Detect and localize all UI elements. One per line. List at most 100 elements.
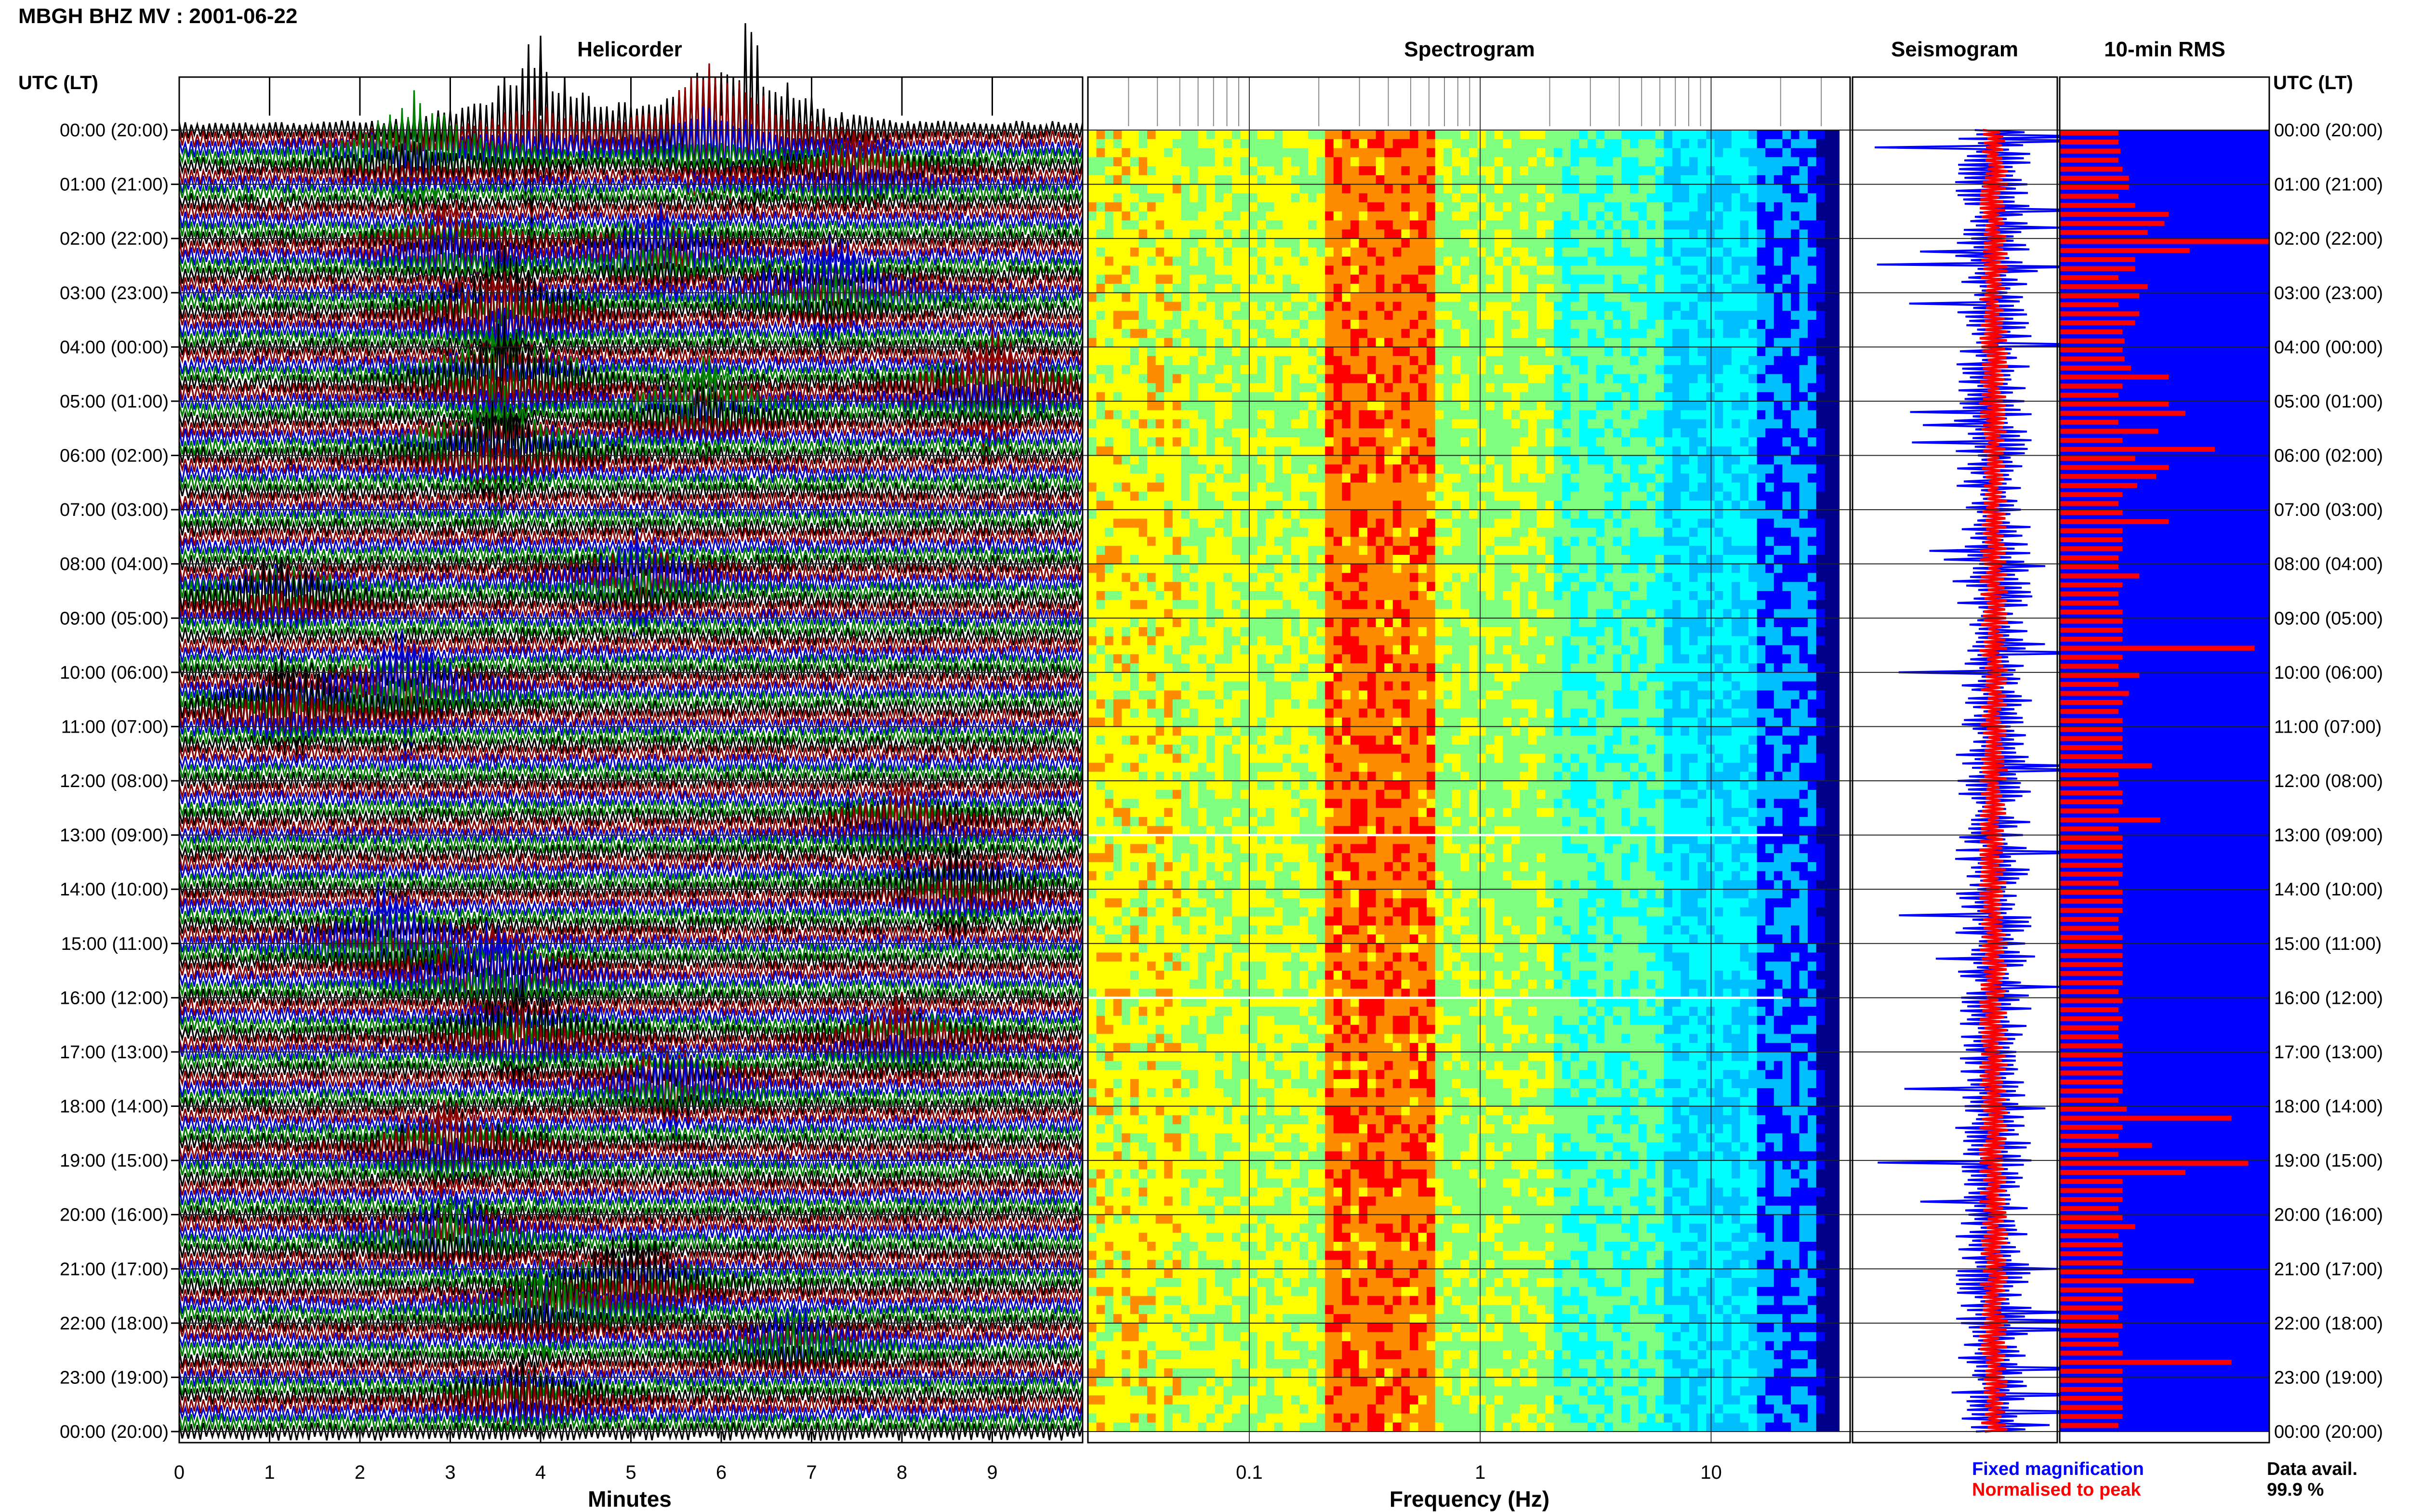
spectrogram-cell bbox=[1130, 256, 1139, 266]
spectrogram-cell bbox=[1088, 374, 1097, 384]
spectrogram-cell bbox=[1511, 292, 1521, 302]
spectrogram-cell bbox=[1291, 482, 1300, 492]
spectrogram-cell bbox=[1774, 193, 1783, 203]
spectrogram-cell bbox=[1452, 482, 1461, 492]
spectrogram-cell bbox=[1299, 428, 1309, 438]
spectrogram-cell bbox=[1113, 247, 1123, 257]
spectrogram-cell bbox=[1367, 292, 1377, 302]
spectrogram-cell bbox=[1638, 473, 1647, 483]
spectrogram-cell bbox=[1172, 311, 1182, 320]
spectrogram-cell bbox=[1588, 419, 1597, 429]
spectrogram-cell bbox=[1588, 500, 1597, 510]
spectrogram-cell bbox=[1155, 211, 1165, 221]
spectrogram-cell bbox=[1172, 482, 1182, 492]
spectrogram-cell bbox=[1249, 247, 1258, 257]
spectrogram-cell bbox=[1588, 184, 1597, 194]
spectrogram-cell bbox=[1291, 211, 1300, 221]
spectrogram-cell bbox=[1316, 609, 1325, 619]
spectrogram-cell bbox=[1257, 582, 1266, 592]
spectrogram-cell bbox=[1418, 428, 1427, 438]
spectrogram-cell bbox=[1359, 320, 1368, 329]
spectrogram-cell bbox=[1410, 356, 1419, 366]
spectrogram-cell bbox=[1342, 464, 1351, 474]
spectrogram-cell bbox=[1105, 428, 1114, 438]
spectrogram-cell bbox=[1536, 428, 1546, 438]
spectrogram-cell bbox=[1460, 482, 1469, 492]
spectrogram-cell bbox=[1630, 582, 1639, 592]
spectrogram-cell bbox=[1816, 220, 1826, 230]
spectrogram-cell bbox=[1308, 491, 1317, 501]
spectrogram-cell bbox=[1765, 202, 1774, 212]
spectrogram-cell bbox=[1392, 220, 1402, 230]
spectrogram-cell bbox=[1223, 202, 1232, 212]
spectrogram-cell bbox=[1689, 130, 1698, 140]
spectrogram-cell bbox=[1799, 184, 1808, 194]
spectrogram-cell bbox=[1198, 139, 1207, 149]
spectrogram-cell bbox=[1113, 527, 1123, 538]
spectrogram-cell bbox=[1697, 329, 1707, 339]
spectrogram-cell bbox=[1215, 275, 1224, 284]
spectrogram-cell bbox=[1088, 491, 1097, 501]
spectrogram-cell bbox=[1215, 437, 1224, 447]
spectrogram-cell bbox=[1748, 491, 1758, 501]
spectrogram-cell bbox=[1147, 600, 1156, 610]
spectrogram-cell bbox=[1350, 419, 1360, 429]
spectrogram-cell bbox=[1240, 564, 1249, 574]
spectrogram-cell bbox=[1181, 600, 1190, 610]
spectrogram-cell bbox=[1147, 265, 1156, 276]
spectrogram-cell bbox=[1486, 482, 1495, 492]
spectrogram-cell bbox=[1410, 275, 1419, 284]
spectrogram-cell bbox=[1545, 482, 1554, 492]
spectrogram-cell bbox=[1443, 139, 1453, 149]
spectrogram-cell bbox=[1604, 166, 1614, 176]
spectrogram-cell bbox=[1138, 410, 1148, 420]
spectrogram-cell bbox=[1799, 365, 1808, 375]
spectrogram-cell bbox=[1689, 292, 1698, 302]
spectrogram-cell bbox=[1418, 365, 1427, 375]
spectrogram-cell bbox=[1164, 600, 1173, 610]
spectrogram-cell bbox=[1664, 202, 1673, 212]
spectrogram-cell bbox=[1266, 609, 1275, 619]
spectrogram-cell bbox=[1138, 311, 1148, 320]
spectrogram-cell bbox=[1562, 383, 1571, 393]
spectrogram-cell bbox=[1494, 356, 1504, 366]
spectrogram-cell bbox=[1706, 428, 1715, 438]
spectrogram-cell bbox=[1748, 455, 1758, 465]
spectrogram-cell bbox=[1206, 500, 1216, 510]
spectrogram-cell bbox=[1799, 510, 1808, 519]
spectrogram-cell bbox=[1647, 256, 1656, 266]
spectrogram-cell bbox=[1410, 401, 1419, 411]
spectrogram-cell bbox=[1231, 609, 1241, 619]
spectrogram-cell bbox=[1113, 356, 1123, 366]
spectrogram-cell bbox=[1359, 518, 1368, 528]
helicorder-trace-row bbox=[178, 1107, 1084, 1172]
spectrogram-cell bbox=[1291, 455, 1300, 465]
helicorder-trace-row bbox=[178, 1099, 1084, 1205]
helicorder-trace-row bbox=[178, 771, 1084, 790]
spectrogram-cell bbox=[1215, 265, 1224, 276]
spectrogram-cell bbox=[1088, 537, 1097, 546]
helicorder-trace-row bbox=[178, 340, 1084, 382]
spectrogram-cell bbox=[1757, 365, 1766, 375]
spectrogram-cell bbox=[1808, 473, 1817, 483]
spectrogram-cell bbox=[1316, 518, 1325, 528]
spectrogram-cell bbox=[1621, 455, 1630, 465]
spectrogram-cell bbox=[1553, 374, 1563, 384]
spectrogram-cell bbox=[1655, 392, 1665, 402]
spectrogram-cell bbox=[1757, 148, 1766, 158]
spectrogram-cell bbox=[1647, 356, 1656, 366]
spectrogram-cell bbox=[1774, 311, 1783, 320]
spectrogram-cell bbox=[1316, 311, 1325, 320]
spectrogram-cell bbox=[1545, 193, 1554, 203]
spectrogram-cell bbox=[1316, 320, 1325, 329]
spectrogram-cell bbox=[1757, 428, 1766, 438]
spectrogram-cell bbox=[1697, 609, 1707, 619]
spectrogram-cell bbox=[1621, 130, 1630, 140]
spectrogram-cell bbox=[1621, 491, 1630, 501]
spectrogram-cell bbox=[1630, 446, 1639, 456]
spectrogram-cell bbox=[1511, 437, 1521, 447]
spectrogram-cell bbox=[1613, 383, 1622, 393]
spectrogram-cell bbox=[1376, 365, 1385, 375]
spectrogram-cell bbox=[1231, 338, 1241, 348]
spectrogram-cell bbox=[1816, 229, 1826, 239]
